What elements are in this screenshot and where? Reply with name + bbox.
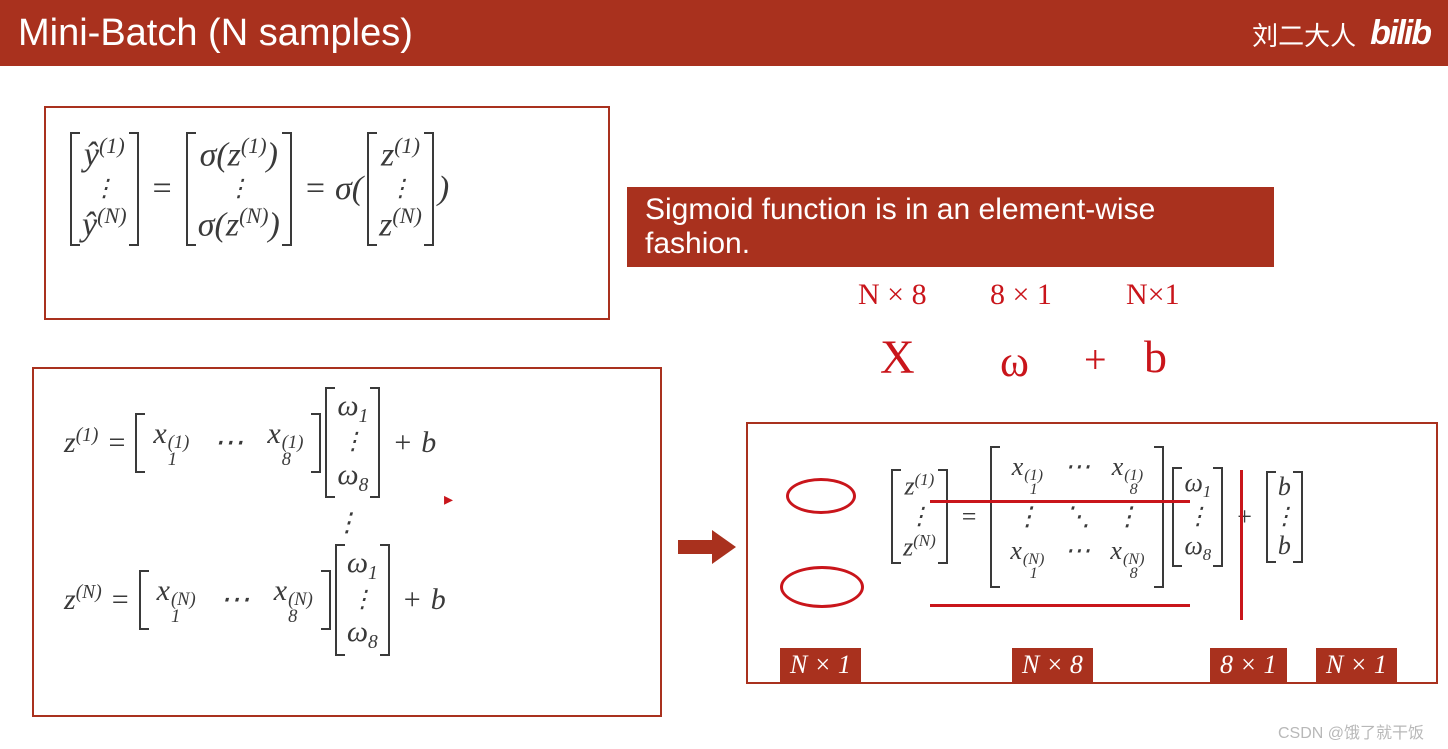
- watermark: CSDN @饿了就干饭: [1278, 719, 1424, 743]
- yhat-N: ŷ(N): [76, 202, 133, 246]
- dim-tag-z: N × 1: [780, 648, 861, 682]
- z-vector: z(1) ⋮ z(N): [367, 132, 434, 246]
- handwriting-X: X: [880, 330, 915, 385]
- cdots-icon: ⋯: [1054, 450, 1100, 500]
- slide-header-right: 刘二大人 bilib: [1252, 14, 1430, 53]
- bias-b: b: [421, 426, 436, 460]
- matrix-equation-row: z(1) ⋮ z(N) = x(1)1 ⋯ x(1)8 ⋮ ⋱ ⋮ x(N)1 …: [766, 446, 1428, 588]
- handwriting-plus: +: [1084, 336, 1107, 383]
- plus-sign: +: [394, 426, 411, 460]
- x8-N: x(N)8: [262, 570, 325, 630]
- zN-lhs: z(N): [64, 582, 102, 617]
- handwriting-Nx8: N × 8: [858, 278, 927, 312]
- yhat-vector: ŷ(1) ⋮ ŷ(N): [70, 132, 139, 246]
- X-matrix: x(1)1 ⋯ x(1)8 ⋮ ⋱ ⋮ x(N)1 ⋯ x(N)8: [990, 446, 1164, 588]
- cdots-icon: ⋯: [1054, 534, 1100, 584]
- w-1: ω1: [341, 544, 384, 586]
- x-N-1: x(N)1: [1000, 534, 1054, 584]
- dim-tag-b: N × 1: [1316, 648, 1397, 682]
- w-8: ω8: [331, 456, 374, 498]
- b-column-vector: b ⋮ b: [1266, 471, 1303, 563]
- w-1: ω1: [331, 387, 374, 429]
- x-1-8: x(1)8: [1100, 450, 1154, 500]
- slide-title: Mini-Batch (N samples): [18, 12, 413, 55]
- vdots-icon: ⋮: [907, 504, 931, 530]
- vdots-icon: ⋮: [1100, 500, 1154, 534]
- x8-1: x(1)8: [255, 413, 315, 473]
- handwriting-b: b: [1144, 330, 1167, 383]
- equals-sign: =: [306, 170, 325, 208]
- dim-tag-w: 8 × 1: [1210, 648, 1287, 682]
- w-vector: ω1 ⋮ ω8: [335, 544, 390, 655]
- bias-b: b: [431, 583, 446, 617]
- vdots-icon: ⋮: [227, 176, 251, 202]
- sigma-open: σ(: [335, 170, 363, 208]
- b-bottom: b: [1272, 530, 1297, 563]
- callout-sigmoid: Sigmoid function is in an element-wise f…: [627, 187, 1274, 267]
- yhat-1: ŷ(1): [78, 132, 131, 176]
- cursor-dot-icon: ▸: [444, 489, 453, 510]
- equals-sign: =: [112, 583, 129, 617]
- vdots-icon: ⋮: [64, 508, 630, 538]
- w-vector: ω1 ⋮ ω8: [325, 387, 380, 498]
- x-N-8: x(N)8: [1100, 534, 1154, 584]
- equals-sign: =: [962, 502, 977, 532]
- z-column-vector: z(1) ⋮ z(N): [891, 469, 948, 564]
- equals-sign: =: [108, 426, 125, 460]
- w-8: ω8: [341, 613, 384, 655]
- vdots-icon: ⋮: [92, 176, 116, 202]
- z-1: z(1): [375, 132, 426, 176]
- hand-circle-zN: [780, 566, 864, 608]
- vdots-icon: ⋮: [1272, 504, 1296, 530]
- hand-strike-wcol: [1240, 470, 1243, 620]
- hand-circle-z1: [786, 478, 856, 514]
- xN-row-vector: x(N)1 ⋯ x(N)8: [139, 570, 331, 630]
- w-8: ω8: [1178, 530, 1217, 567]
- handwriting-w: ω: [1000, 336, 1029, 387]
- z-N: z(N): [897, 530, 942, 564]
- z-1: z(1): [898, 469, 940, 503]
- dim-tag-X: N × 8: [1012, 648, 1093, 682]
- vdots-icon: ⋮: [1186, 504, 1210, 530]
- cdots-icon: ⋯: [208, 578, 262, 621]
- equation-box-yhat: ŷ(1) ⋮ ŷ(N) = σ(z(1)) ⋮ σ(z(N)) = σ( z(1…: [44, 106, 610, 320]
- plus-sign: +: [404, 583, 421, 617]
- equation-box-matrix: z(1) ⋮ z(N) = x(1)1 ⋯ x(1)8 ⋮ ⋱ ⋮ x(N)1 …: [746, 422, 1438, 684]
- vdots-icon: ⋮: [388, 176, 412, 202]
- w-1: ω1: [1178, 467, 1217, 504]
- z-N: z(N): [373, 202, 428, 246]
- b-top: b: [1272, 471, 1297, 504]
- yhat-equation-row: ŷ(1) ⋮ ŷ(N) = σ(z(1)) ⋮ σ(z(N)) = σ( z(1…: [66, 132, 588, 246]
- ddots-icon: ⋱: [1054, 500, 1100, 534]
- cdots-icon: ⋯: [201, 421, 255, 464]
- hand-strike-row1: [930, 500, 1190, 503]
- equation-box-z-rows: z(1) = x(1)1 ⋯ x(1)8 ω1 ⋮ ω8 + b ⋮ z(N) …: [32, 367, 662, 717]
- sigma-close: ): [438, 170, 449, 208]
- vdots-icon: ⋮: [350, 587, 374, 613]
- bilibili-logo: bilib: [1370, 14, 1430, 53]
- hand-strike-rowN: [930, 604, 1190, 607]
- x1-N: x(N)1: [145, 570, 208, 630]
- z1-lhs: z(1): [64, 425, 98, 460]
- sigma-z-1: σ(z(1)): [194, 132, 284, 176]
- handwriting-8x1: 8 × 1: [990, 278, 1052, 312]
- arrow-right-icon: [678, 530, 736, 564]
- sigma-z-vector: σ(z(1)) ⋮ σ(z(N)): [186, 132, 292, 246]
- sigma-z-N: σ(z(N)): [192, 202, 286, 246]
- vdots-icon: ⋮: [341, 429, 365, 455]
- equals-sign: =: [153, 170, 172, 208]
- x1-row-vector: x(1)1 ⋯ x(1)8: [135, 413, 321, 473]
- slide-header: Mini-Batch (N samples) 刘二大人 bilib: [0, 0, 1448, 66]
- x-1-1: x(1)1: [1000, 450, 1054, 500]
- x1-1: x(1)1: [141, 413, 201, 473]
- vdots-icon: ⋮: [1000, 500, 1054, 534]
- author-name: 刘二大人: [1252, 16, 1356, 53]
- handwriting-Nx1: N×1: [1126, 278, 1180, 312]
- zN-row: z(N) = x(N)1 ⋯ x(N)8 ω1 ⋮ ω8 + b: [64, 544, 630, 655]
- w-column-vector: ω1 ⋮ ω8: [1172, 467, 1223, 567]
- z1-row: z(1) = x(1)1 ⋯ x(1)8 ω1 ⋮ ω8 + b: [64, 387, 630, 498]
